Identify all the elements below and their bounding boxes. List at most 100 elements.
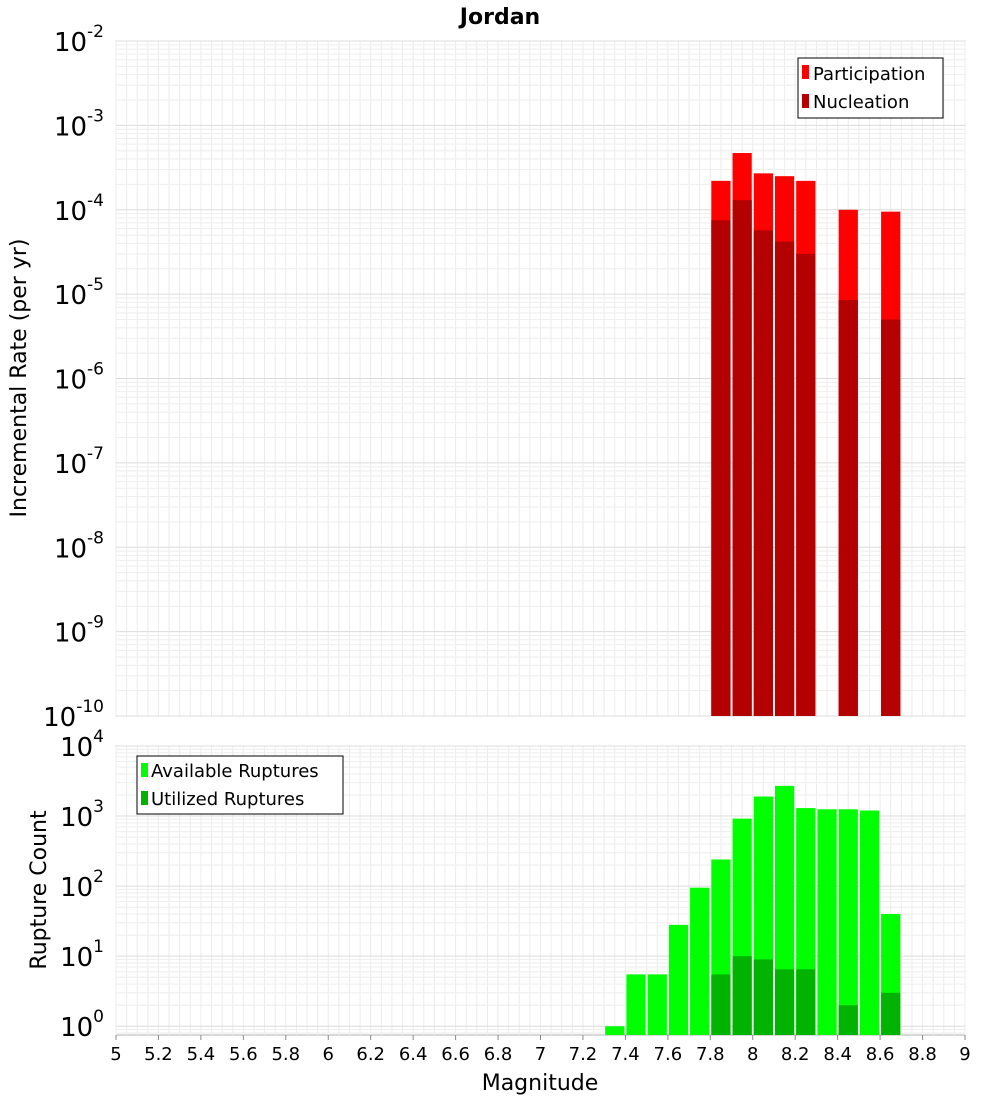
bot-bar-b [796, 969, 816, 1035]
legend-swatch-participation [802, 65, 809, 79]
bot-bar-a [605, 1026, 625, 1035]
bot-y-tick-base: 10 [60, 943, 93, 973]
top-y-tick-base: 10 [54, 619, 87, 649]
x-tick-label: 5.4 [187, 1044, 216, 1065]
bot-y-tick-base: 10 [60, 733, 93, 763]
x-tick-label: 7.8 [696, 1044, 725, 1065]
top-y-tick-base: 10 [43, 703, 76, 733]
top-bar-b [711, 220, 731, 717]
legend-swatch-available [141, 763, 148, 777]
top-legend-box [797, 57, 944, 119]
top-y-tick-exp: -10 [76, 697, 104, 717]
top-y-tick-label: 10-8 [54, 528, 104, 564]
x-tick-label: 8 [747, 1044, 758, 1065]
bot-bar-b [881, 992, 901, 1035]
top-bar-b [796, 253, 816, 716]
bottom-y-axis-label: Rupture Count [27, 810, 52, 970]
x-tick-label: 5.6 [229, 1044, 258, 1065]
bot-bar-a [626, 974, 646, 1035]
top-y-tick-exp: -3 [87, 106, 104, 126]
top-y-tick-label: 10-10 [43, 697, 104, 733]
x-tick-label: 8.8 [908, 1044, 937, 1065]
bot-y-tick-exp: 4 [93, 727, 104, 747]
bot-bar-b [753, 959, 773, 1035]
top-y-axis-label: Incremental Rate (per yr) [7, 239, 32, 518]
top-y-tick-base: 10 [54, 534, 87, 564]
top-y-tick-exp: -4 [87, 191, 104, 211]
legend-label-participation: Participation [813, 64, 925, 85]
bot-y-tick-label: 101 [60, 937, 104, 973]
bottom-legend-box [136, 755, 344, 815]
top-y-tick-base: 10 [54, 281, 87, 311]
top-bar-b [732, 200, 752, 716]
x-tick-label: 8.6 [866, 1044, 895, 1065]
bot-bar-a [838, 809, 858, 1035]
bot-bar-b [774, 969, 795, 1035]
top-bar-b [753, 230, 773, 716]
top-y-tick-exp: -6 [87, 360, 104, 380]
x-tick-label: 6.8 [484, 1044, 513, 1065]
top-y-tick-exp: -2 [87, 22, 104, 42]
x-tick-label: 8.2 [781, 1044, 810, 1065]
x-tick-label: 6.4 [399, 1044, 428, 1065]
top-grid [115, 40, 966, 717]
legend-label-nucleation: Nucleation [813, 92, 909, 113]
x-tick-label: 6.2 [356, 1044, 385, 1065]
x-tick-label: 6 [323, 1044, 334, 1065]
x-tick-label: 7.6 [654, 1044, 683, 1065]
top-bar-b [838, 300, 858, 716]
bot-y-tick-exp: 1 [93, 937, 104, 957]
bot-bar-b [711, 974, 731, 1035]
bot-bar-a [859, 810, 880, 1035]
legend-label-available: Available Ruptures [151, 761, 319, 782]
bot-y-tick-base: 10 [60, 803, 93, 833]
top-y-tick-label: 10-2 [54, 22, 104, 58]
bot-bar-b [732, 956, 752, 1035]
top-y-tick-base: 10 [54, 28, 87, 58]
top-y-tick-base: 10 [54, 366, 87, 396]
top-bars [711, 153, 901, 717]
x-tick-label: 9 [959, 1044, 970, 1065]
x-tick-label: 8.4 [823, 1044, 852, 1065]
top-y-tick-label: 10-3 [54, 106, 104, 142]
bot-y-tick-base: 10 [60, 1013, 93, 1043]
legend-swatch-utilized [141, 791, 148, 805]
x-tick-label: 7.4 [611, 1044, 640, 1065]
bot-bar-a [647, 974, 667, 1035]
top-bar-b [774, 241, 795, 717]
top-y-tick-exp: -7 [87, 444, 104, 464]
top-y-tick-base: 10 [54, 197, 87, 227]
top-y-tick-exp: -8 [87, 528, 104, 548]
bot-y-tick-exp: 0 [93, 1007, 104, 1027]
top-y-tick-base: 10 [54, 112, 87, 142]
x-tick-label: 5 [110, 1044, 121, 1065]
bottom-legend: Available Ruptures Utilized Ruptures [136, 755, 344, 815]
x-tick-label: 6.6 [441, 1044, 470, 1065]
x-tick-label: 5.2 [144, 1044, 173, 1065]
top-y-tick-label: 10-4 [54, 191, 104, 227]
top-y-tick-label: 10-7 [54, 444, 104, 480]
top-y-tick-exp: -9 [87, 613, 104, 633]
bot-y-tick-label: 100 [60, 1007, 104, 1043]
top-legend: Participation Nucleation [797, 57, 944, 119]
x-tick-label: 7.2 [569, 1044, 598, 1065]
x-tick-label: 5.8 [271, 1044, 300, 1065]
x-axis-label: Magnitude [482, 1071, 599, 1096]
bot-y-tick-label: 103 [60, 797, 104, 833]
chart-title: Jordan [458, 5, 540, 30]
top-y-tick-label: 10-9 [54, 613, 104, 649]
bot-bar-b [838, 1005, 858, 1035]
bot-y-tick-base: 10 [60, 873, 93, 903]
x-ticks: 5 5.2 5.4 5.6 5.8 6 6.2 6.4 6.6 6.8 7 7.2 7.4 7.6 7.8 8… [110, 1035, 971, 1065]
legend-label-utilized: Utilized Ruptures [151, 789, 304, 810]
bot-bar-a [817, 809, 837, 1035]
bot-y-tick-exp: 3 [93, 797, 104, 817]
top-bar-b [881, 319, 901, 716]
bot-y-tick-label: 104 [60, 727, 104, 763]
top-y-tick-label: 10-6 [54, 360, 104, 396]
